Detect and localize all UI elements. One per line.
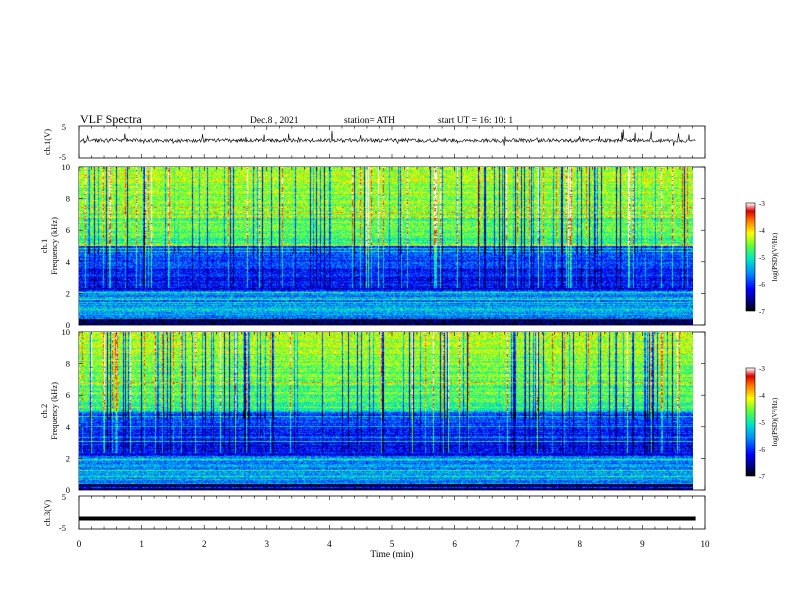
ch1-ytick-top: 5	[62, 122, 66, 132]
spectrogram-ytick-label-4: 8	[66, 359, 70, 369]
figure-title: VLF Spectra	[80, 112, 142, 126]
ch1-colorbar-ticks: -3 -4 -5 -6 -7	[759, 200, 765, 316]
x-tick-label-7: 7	[515, 539, 520, 549]
x-tick-labels: 0 1 2 3 4 5 6 7 8 9 10	[77, 539, 710, 549]
ch2-colorbar	[746, 368, 755, 476]
colorbar-tick-label-0: -3	[759, 365, 765, 373]
colorbar-tick-label-3: -6	[759, 281, 765, 289]
spectrogram-ytick-label-2: 4	[66, 422, 71, 432]
x-tick-label-3: 3	[265, 539, 270, 549]
colorbar-tick-label-0: -3	[759, 200, 765, 208]
x-tick-label-0: 0	[77, 539, 82, 549]
ch2-spectrogram-yticks: 0 2 4 6 8 10	[62, 327, 705, 495]
ch2-spectrogram-panel: 0 2 4 6 8 10 ch.2Frequency (kHz) -3 -4 -5 -6 -7 l…	[39, 327, 779, 495]
spectrogram-ytick-label-0: 0	[66, 485, 70, 495]
spectrogram-ytick-label-5: 10	[62, 327, 71, 337]
ch2-colorbar-label: log(PSD)(V²/Hz)	[771, 397, 779, 446]
x-tick-label-5: 5	[390, 539, 395, 549]
ch1-spectrogram-yticks: 0 2 4 6 8 10	[62, 162, 705, 330]
colorbar-tick-label-4: -7	[759, 473, 765, 481]
spectrogram-ytick-label-4: 8	[66, 194, 70, 204]
station-label: station= ATH	[344, 116, 395, 126]
spectrogram-ytick-label-0: 0	[66, 320, 70, 330]
spectrogram-ytick-label-1: 2	[66, 453, 70, 463]
ch1-waveform-line	[80, 129, 696, 146]
ch1-ylabel: ch.1(V)	[42, 129, 52, 155]
ch1-spectrogram-panel: 0 2 4 6 8 10 ch.1Frequency (kHz) -3 -4 -5 -6 -7 l…	[39, 162, 779, 330]
spectrogram-ytick-label-2: 4	[66, 257, 71, 267]
ch3-ytick-bottom: -5	[59, 523, 66, 533]
x-tick-label-6: 6	[452, 539, 457, 549]
ch1-spectrogram-image	[79, 167, 693, 325]
colorbar-tick-label-3: -6	[759, 446, 765, 454]
colorbar-tick-label-1: -4	[759, 227, 765, 235]
start-time-label: start UT = 16: 10: 1	[438, 116, 513, 126]
ch1-colorbar-label: log(PSD)(V²/Hz)	[771, 232, 779, 281]
ch1-colorbar	[746, 203, 755, 311]
ch1-ytick-bottom: -5	[59, 152, 66, 162]
ch2-colorbar-ticks: -3 -4 -5 -6 -7	[759, 365, 765, 481]
colorbar-tick-label-2: -5	[759, 419, 765, 427]
spectrogram-ytick-label-1: 2	[66, 288, 70, 298]
x-tick-label-4: 4	[327, 539, 332, 549]
ch1-spectrogram-ylabel-channel: ch.1Frequency (kHz)	[39, 217, 59, 275]
x-tick-label-1: 1	[139, 539, 144, 549]
ch3-ylabel: ch.3(V)	[42, 500, 52, 526]
ch3-waveform-frame	[78, 495, 706, 530]
x-tick-label-2: 2	[202, 539, 207, 549]
x-axis-label: Time (min)	[370, 549, 413, 560]
colorbar-tick-label-4: -7	[759, 308, 765, 316]
spectrogram-ytick-label-3: 6	[66, 225, 70, 235]
ch3-ytick-top: 5	[62, 492, 66, 502]
ch2-spectrogram-image	[79, 332, 693, 490]
ch2-spectrogram-ylabel-channel: ch.2Frequency (kHz)	[39, 382, 59, 440]
x-tick-label-8: 8	[578, 539, 583, 549]
date-label: Dec.8 , 2021	[250, 116, 299, 126]
colorbar-tick-label-1: -4	[759, 392, 765, 400]
colorbar-tick-label-2: -5	[759, 254, 765, 262]
spectrogram-ytick-label-5: 10	[62, 162, 71, 172]
x-tick-label-9: 9	[640, 539, 645, 549]
spectrogram-ytick-label-3: 6	[66, 390, 70, 400]
x-tick-label-10: 10	[701, 539, 711, 549]
x-ticks	[78, 126, 706, 529]
